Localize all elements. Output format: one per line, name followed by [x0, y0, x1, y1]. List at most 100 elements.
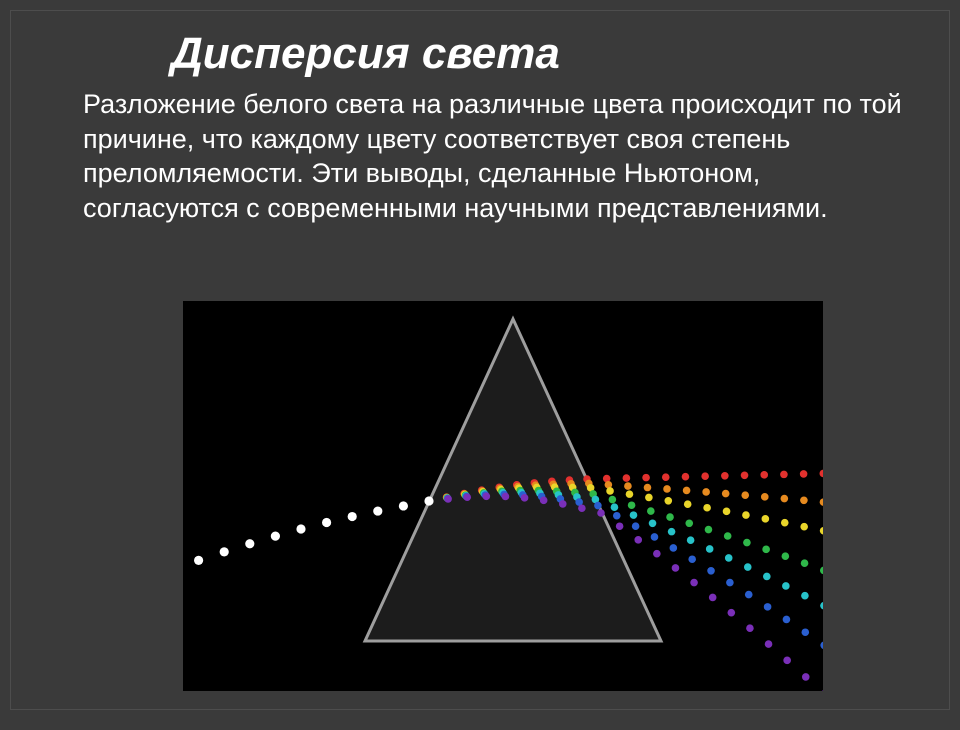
yellow-dot: [645, 494, 653, 502]
prism-triangle: [365, 319, 661, 641]
slide-frame: Дисперсия света Разложение белого света …: [10, 10, 950, 710]
blue-dot: [726, 579, 734, 587]
violet-dot: [463, 493, 471, 501]
yellow-dot: [703, 504, 711, 512]
blue-dot: [651, 533, 659, 541]
orange-dot: [820, 498, 823, 506]
orange-dot: [624, 482, 632, 490]
cyan-dot: [782, 582, 790, 590]
red-dot: [800, 470, 808, 478]
white-light-dot: [348, 512, 357, 521]
orange-dot: [702, 488, 710, 496]
blue-dot: [745, 591, 753, 599]
orange-dot: [761, 493, 769, 501]
blue-dot: [783, 616, 791, 624]
yellow-dot: [781, 519, 789, 527]
yellow-dot: [742, 511, 750, 519]
red-dot: [820, 470, 823, 478]
white-light-dot: [245, 539, 254, 548]
white-light-dot: [373, 506, 382, 515]
violet-dot: [444, 495, 452, 503]
yellow-dot: [762, 515, 770, 523]
yellow-dot: [664, 497, 672, 505]
cyan-dot: [725, 554, 733, 562]
white-light-dot: [271, 531, 280, 540]
white-light-dot: [296, 524, 305, 533]
white-light-dot: [322, 518, 331, 527]
red-dot: [623, 474, 631, 482]
yellow-dot: [626, 490, 634, 498]
cyan-dot: [706, 545, 714, 553]
red-dot: [701, 472, 709, 480]
red-dot: [682, 473, 690, 481]
violet-dot: [578, 504, 586, 512]
red-dot: [721, 472, 729, 480]
yellow-dot: [800, 523, 808, 531]
white-light-dot: [399, 501, 408, 510]
red-dot: [741, 472, 749, 480]
green-dot: [820, 567, 823, 575]
green-dot: [666, 513, 674, 521]
green-dot: [705, 526, 713, 534]
white-light-dot: [220, 547, 229, 556]
green-dot: [743, 539, 751, 547]
green-dot: [782, 552, 790, 560]
slide-title: Дисперсия света: [11, 11, 949, 87]
prism-svg: [183, 301, 823, 691]
violet-dot: [597, 509, 605, 517]
violet-dot: [746, 624, 754, 632]
cyan-dot: [820, 602, 823, 610]
violet-dot: [559, 500, 567, 508]
violet-dot: [634, 536, 642, 544]
slide-body: Разложение белого света на различные цве…: [11, 87, 949, 225]
red-dot: [760, 471, 768, 479]
yellow-dot: [606, 487, 614, 495]
white-light-dot: [424, 496, 433, 505]
violet-dot: [672, 564, 680, 572]
violet-dot: [540, 497, 548, 505]
green-dot: [647, 507, 655, 515]
cyan-dot: [687, 536, 695, 544]
orange-dot: [663, 485, 671, 493]
violet-dot: [521, 494, 529, 502]
violet-dot: [821, 690, 823, 691]
yellow-dot: [684, 500, 692, 508]
blue-dot: [632, 522, 640, 530]
cyan-dot: [611, 503, 619, 511]
violet-dot: [783, 657, 791, 665]
yellow-dot: [820, 527, 823, 535]
red-dot: [780, 471, 788, 479]
blue-dot: [594, 502, 602, 510]
violet-dot: [653, 550, 661, 558]
cyan-dot: [649, 519, 657, 527]
violet-dot: [728, 609, 736, 617]
cyan-dot: [744, 563, 752, 571]
orange-dot: [781, 495, 789, 503]
orange-dot: [722, 490, 730, 498]
green-dot: [801, 559, 809, 567]
red-dot: [642, 474, 650, 482]
blue-dot: [764, 603, 772, 611]
blue-dot: [801, 628, 809, 636]
prism-diagram: [183, 301, 823, 691]
orange-dot: [741, 491, 749, 499]
orange-dot: [800, 497, 808, 505]
green-dot: [762, 546, 770, 554]
violet-dot: [709, 594, 717, 602]
blue-dot: [707, 567, 715, 575]
orange-dot: [644, 484, 652, 492]
red-dot: [662, 473, 670, 481]
cyan-dot: [668, 528, 676, 536]
cyan-dot: [763, 573, 771, 581]
blue-dot: [688, 555, 696, 563]
green-dot: [685, 519, 693, 527]
cyan-dot: [801, 592, 809, 600]
violet-dot: [502, 493, 510, 501]
violet-dot: [483, 493, 491, 501]
green-dot: [609, 496, 617, 504]
violet-dot: [765, 640, 773, 648]
blue-dot: [613, 512, 621, 520]
orange-dot: [683, 487, 691, 495]
green-dot: [628, 501, 636, 509]
violet-dot: [616, 522, 624, 530]
